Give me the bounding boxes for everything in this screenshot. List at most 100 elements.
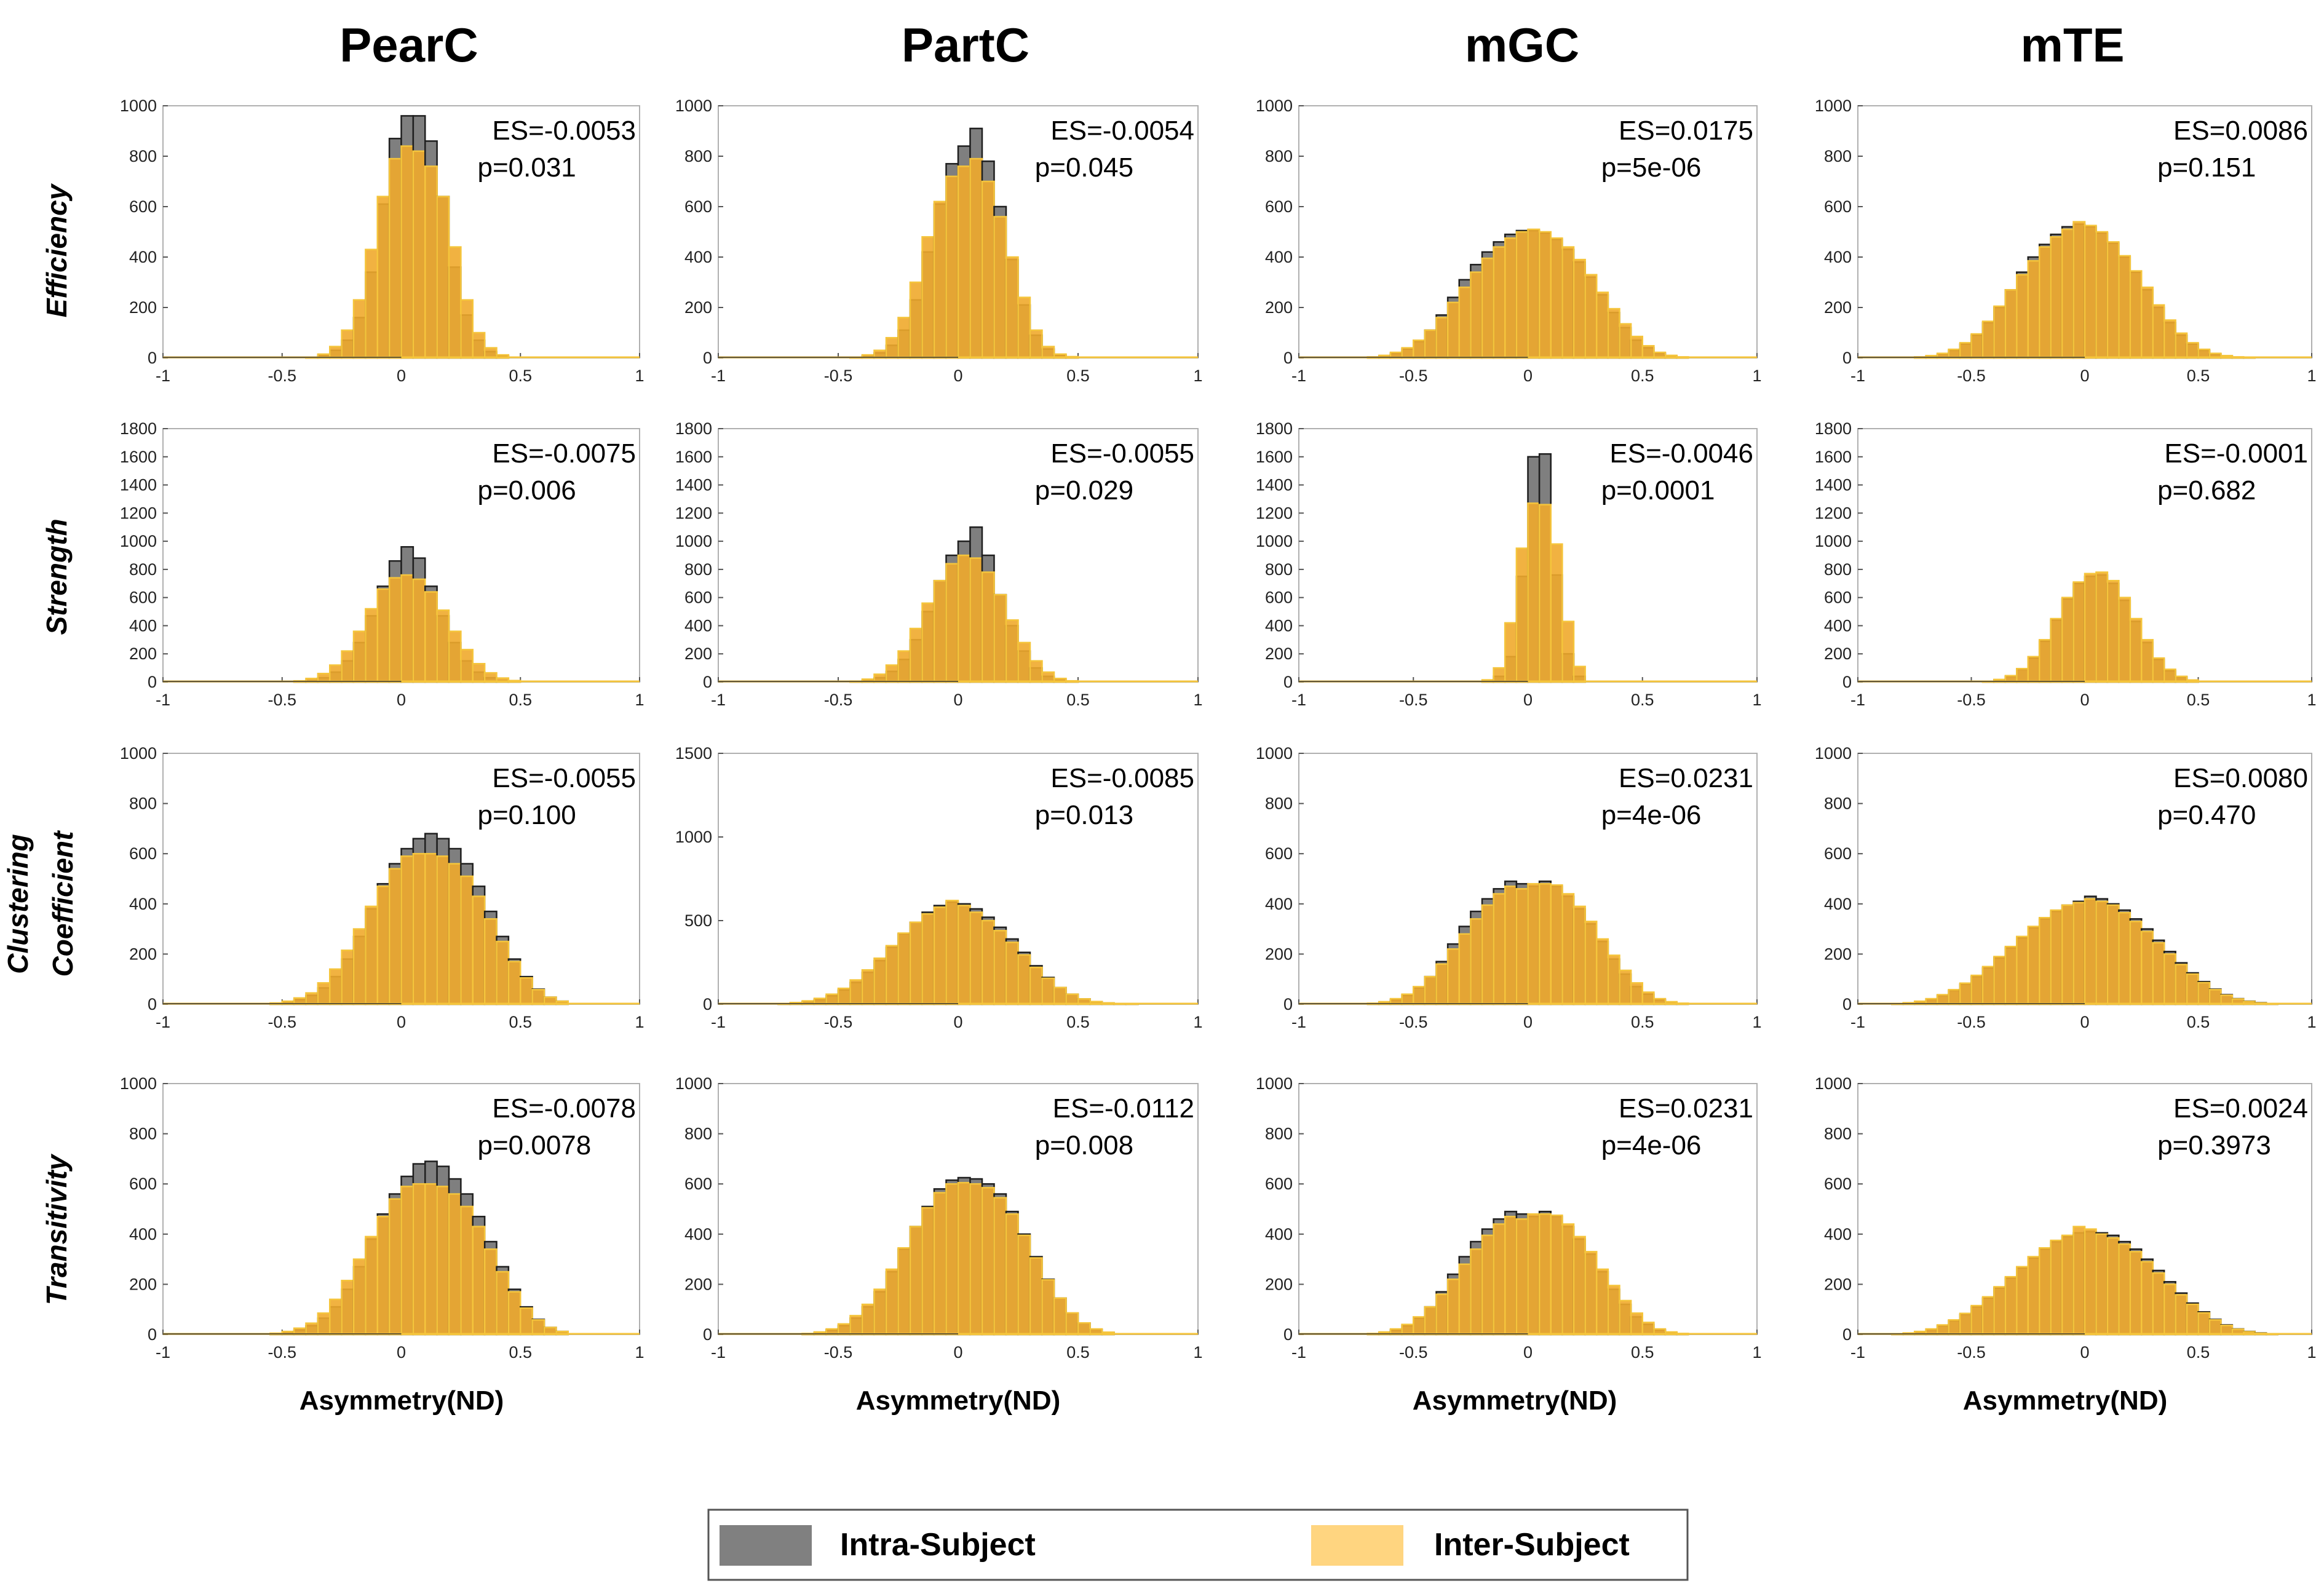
y-tick-label: 800 bbox=[1824, 147, 1852, 165]
bar-inter-subject bbox=[1538, 1213, 1552, 1336]
bar-inter-subject bbox=[1959, 1312, 1972, 1336]
bar-inter-subject bbox=[352, 299, 367, 359]
panel-efficiency-mte: 0 200 400 600 800 1000 -1 -0.5 0 0.5 1 ES=0.0086 p=0… bbox=[1815, 97, 2317, 385]
bar-inter-subject bbox=[376, 588, 391, 683]
x-tick-label: -0.5 bbox=[268, 367, 296, 385]
x-tick-label: 0 bbox=[397, 1013, 406, 1031]
bar-inter-subject bbox=[921, 913, 935, 1005]
bar-inter-subject bbox=[2072, 1226, 2086, 1336]
x-tick-label: -1 bbox=[156, 691, 170, 709]
x-tick-label: -1 bbox=[1291, 1013, 1306, 1031]
effect-size-label: ES=0.0024 bbox=[2173, 1093, 2308, 1124]
bar-inter-subject bbox=[1970, 974, 1984, 1005]
bar-inter-subject bbox=[436, 609, 450, 683]
y-tick-label: 1200 bbox=[675, 504, 712, 522]
bar-inter-subject bbox=[957, 1181, 971, 1336]
bar-inter-subject bbox=[2186, 1303, 2199, 1336]
row-label-strength: Strength bbox=[41, 518, 73, 635]
bar-inter-subject bbox=[2038, 1247, 2052, 1336]
x-tick-label: 0.5 bbox=[2187, 367, 2210, 385]
bar-inter-subject bbox=[329, 1298, 343, 1336]
column-title-pearc: PearC bbox=[339, 18, 478, 72]
bar-inter-subject bbox=[849, 979, 863, 1005]
bar-inter-subject bbox=[472, 1226, 486, 1336]
bar-inter-subject bbox=[1446, 948, 1460, 1005]
y-tick-label: 200 bbox=[1265, 298, 1293, 317]
bar-inter-subject bbox=[388, 868, 402, 1005]
x-tick-label: 1 bbox=[635, 1343, 644, 1362]
y-tick-label: 600 bbox=[129, 1175, 157, 1193]
bar-inter-subject bbox=[909, 281, 923, 359]
p-value-label: p=0.470 bbox=[2157, 800, 2256, 830]
effect-size-label: ES=0.0086 bbox=[2173, 116, 2308, 146]
y-tick-label: 1800 bbox=[1256, 419, 1293, 438]
bar-inter-subject bbox=[1550, 543, 1563, 683]
panel-strength-pearc: 0 200 400 600 800 1000 1200 1400 1600 1800 -1 -0.5 0… bbox=[120, 419, 644, 709]
y-tick-label: 600 bbox=[1265, 844, 1293, 863]
x-tick-label: 1 bbox=[1193, 1343, 1202, 1362]
y-tick-label: 400 bbox=[129, 1225, 157, 1243]
bar-inter-subject bbox=[2004, 289, 2018, 359]
bar-inter-subject bbox=[2061, 228, 2074, 359]
bar-inter-subject bbox=[2027, 260, 2040, 359]
bar-inter-subject bbox=[837, 1323, 851, 1336]
y-tick-label: 0 bbox=[703, 673, 712, 691]
x-tick-label: 1 bbox=[1752, 1013, 1761, 1031]
bar-inter-subject bbox=[981, 180, 995, 359]
y-tick-label: 600 bbox=[1824, 589, 1852, 607]
bar-inter-subject bbox=[2163, 668, 2176, 683]
p-value-label: p=4e-06 bbox=[1601, 1130, 1702, 1160]
bar-inter-subject bbox=[1435, 1293, 1449, 1336]
bar-inter-subject bbox=[448, 863, 462, 1005]
x-tick-label: 0 bbox=[953, 1343, 962, 1362]
x-tick-label: -0.5 bbox=[824, 1013, 853, 1031]
x-tick-label: 0 bbox=[2080, 1013, 2089, 1031]
bar-inter-subject bbox=[921, 236, 935, 359]
bar-inter-subject bbox=[2084, 1228, 2097, 1336]
p-value-label: p=0.0001 bbox=[1601, 475, 1715, 506]
x-tick-label: 0 bbox=[1523, 691, 1533, 709]
bar-inter-subject bbox=[460, 649, 474, 683]
x-tick-label: 0.5 bbox=[2187, 1013, 2210, 1031]
bar-inter-subject bbox=[969, 911, 983, 1005]
bar-inter-subject bbox=[1053, 986, 1067, 1005]
bar-inter-subject bbox=[1630, 335, 1643, 359]
bar-inter-subject bbox=[933, 579, 947, 683]
y-tick-label: 0 bbox=[703, 349, 712, 367]
bar-inter-subject bbox=[305, 1322, 319, 1336]
bar-inter-subject bbox=[1527, 1213, 1541, 1336]
x-tick-label: -0.5 bbox=[1399, 691, 1428, 709]
legend-label-inter-subject: Inter-Subject bbox=[1434, 1527, 1630, 1563]
panel-transitivity-mte: 0 200 400 600 800 1000 -1 -0.5 0 0.5 1 ES=0.0024 p=0… bbox=[1815, 1074, 2317, 1362]
bar-inter-subject bbox=[329, 346, 343, 359]
bar-inter-subject bbox=[1005, 619, 1019, 683]
bar-inter-subject bbox=[2186, 342, 2199, 359]
x-tick-label: -0.5 bbox=[268, 1013, 296, 1031]
bar-inter-subject bbox=[2129, 270, 2143, 359]
bar-inter-subject bbox=[2084, 898, 2097, 1005]
bar-inter-subject bbox=[885, 945, 899, 1005]
x-tick-label: -1 bbox=[156, 367, 170, 385]
row-label-clustering: Clustering bbox=[2, 834, 34, 973]
y-tick-label: 200 bbox=[1824, 298, 1852, 317]
bar-inter-subject bbox=[1561, 246, 1575, 359]
bar-inter-subject bbox=[448, 1193, 462, 1336]
panel-efficiency-pearc: 0 200 400 600 800 1000 -1 -0.5 0 0.5 1 ES=-0.0053 p=… bbox=[120, 97, 644, 385]
bar-inter-subject bbox=[2061, 904, 2074, 1005]
bar-inter-subject bbox=[460, 299, 474, 359]
y-tick-label: 1000 bbox=[120, 532, 157, 550]
x-tick-label: 0.5 bbox=[2187, 691, 2210, 709]
bar-inter-subject bbox=[1619, 969, 1632, 1005]
bar-inter-subject bbox=[2050, 909, 2063, 1005]
x-tick-label: 0 bbox=[2080, 1343, 2089, 1362]
bar-inter-subject bbox=[2038, 639, 2052, 683]
bar-inter-subject bbox=[329, 664, 343, 683]
effect-size-label: ES=-0.0053 bbox=[492, 116, 636, 146]
x-tick-label: -1 bbox=[711, 1013, 726, 1031]
y-tick-label: 400 bbox=[129, 895, 157, 913]
bar-inter-subject bbox=[1538, 504, 1552, 683]
bar-inter-subject bbox=[412, 150, 426, 359]
x-tick-label: -1 bbox=[1291, 691, 1306, 709]
bar-inter-subject bbox=[1538, 231, 1552, 359]
bar-inter-subject bbox=[1504, 1215, 1518, 1336]
